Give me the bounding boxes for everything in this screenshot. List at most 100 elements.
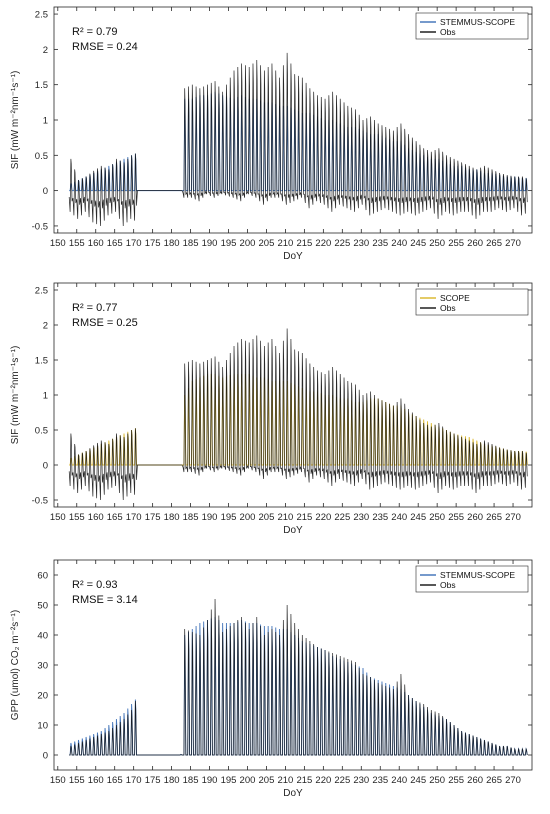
x-tick-label: 160: [88, 512, 104, 523]
y-tick-label: 1.5: [35, 356, 48, 367]
y-tick-label: 0.5: [35, 151, 48, 162]
x-tick-label: 155: [69, 775, 85, 786]
series-line-obs: [69, 598, 528, 756]
y-tick-label: -0.5: [32, 221, 48, 232]
x-tick-label: 240: [391, 238, 407, 249]
legend-label: Obs: [440, 580, 456, 590]
legend-label: SCOPE: [440, 293, 470, 303]
legend-box: [415, 565, 529, 593]
x-tick-label: 235: [372, 775, 388, 786]
y-tick-label: 30: [37, 661, 48, 672]
x-tick-label: 240: [391, 775, 407, 786]
legend-label: Obs: [440, 303, 456, 313]
x-tick-label: 235: [372, 512, 388, 523]
x-tick-label: 215: [296, 238, 312, 249]
panel-gpp-stemmus: 0 10 20 30 40 50 60 150 155 160 165 170 175 180 185 190…: [10, 559, 533, 799]
x-tick-label: 155: [69, 238, 85, 249]
rmse-annotation: RMSE = 0.24: [72, 41, 138, 53]
x-tick-label: 245: [410, 775, 426, 786]
x-tick-label: 260: [467, 775, 483, 786]
x-tick-label: 185: [183, 238, 199, 249]
x-tick-label: 205: [259, 238, 275, 249]
y-tick-label: 60: [37, 571, 48, 582]
x-tick-label: 185: [183, 512, 199, 523]
x-tick-label: 190: [202, 512, 218, 523]
x-tick-label: 175: [145, 238, 161, 249]
x-tick-label: 240: [391, 512, 407, 523]
x-tick-label: 205: [259, 512, 275, 523]
legend-box: [415, 12, 529, 40]
x-tick-label: 250: [429, 238, 445, 249]
x-tick-label: 150: [50, 775, 66, 786]
y-tick-label: 0.5: [35, 426, 48, 437]
y-tick-label: 1: [43, 116, 48, 127]
x-tick-label: 245: [410, 238, 426, 249]
x-tick-label: 215: [296, 775, 312, 786]
x-tick-label: 160: [88, 238, 104, 249]
y-tick-label: 1.5: [35, 80, 48, 91]
x-tick-label: 265: [486, 512, 502, 523]
x-tick-label: 175: [145, 512, 161, 523]
r-squared-annotation: R² = 0.93: [72, 579, 118, 591]
x-tick-label: 265: [486, 775, 502, 786]
r-squared-annotation: R² = 0.79: [72, 26, 118, 38]
x-tick-label: 210: [277, 238, 293, 249]
x-tick-label: 250: [429, 512, 445, 523]
x-tick-label: 245: [410, 512, 426, 523]
x-tick-label: 200: [240, 238, 256, 249]
x-tick-label: 165: [107, 512, 123, 523]
series-line-obs: [68, 52, 528, 226]
y-axis-label: GPP (umol) CO₂ m⁻²s⁻¹): [10, 610, 21, 720]
x-tick-label: 170: [126, 775, 142, 786]
x-tick-label: 265: [486, 238, 502, 249]
y-tick-label: 2: [43, 321, 48, 332]
x-tick-label: 260: [467, 238, 483, 249]
legend-label: STEMMUS-SCOPE: [440, 570, 515, 580]
x-tick-label: 210: [277, 512, 293, 523]
x-tick-label: 200: [240, 775, 256, 786]
x-tick-label: 180: [164, 238, 180, 249]
legend-label: Obs: [440, 27, 456, 37]
y-tick-label: 0: [43, 751, 48, 762]
x-tick-label: 230: [353, 512, 369, 523]
panel-sif-scope: -0.5 0 0.5 1 1.5 2 2.5 150 155 160 165 170 175 180 185…: [10, 282, 533, 536]
y-axis-label: SIF (mW m⁻²nm⁻¹s⁻¹): [10, 71, 21, 170]
x-tick-label: 235: [372, 238, 388, 249]
y-tick-label: 0: [43, 461, 48, 472]
x-tick-label: 160: [88, 775, 104, 786]
rmse-annotation: RMSE = 0.25: [72, 317, 138, 329]
y-tick-label: 2: [43, 45, 48, 56]
legend-label: STEMMUS-SCOPE: [440, 17, 515, 27]
x-tick-label: 215: [296, 512, 312, 523]
x-tick-label: 170: [126, 238, 142, 249]
x-tick-label: 195: [221, 775, 237, 786]
x-tick-label: 255: [448, 238, 464, 249]
x-tick-label: 200: [240, 512, 256, 523]
x-tick-label: 230: [353, 238, 369, 249]
y-axis-label: SIF (mW m⁻²nm⁻¹s⁻¹): [10, 346, 21, 445]
x-tick-label: 255: [448, 512, 464, 523]
x-tick-label: 220: [315, 775, 331, 786]
x-tick-label: 250: [429, 775, 445, 786]
x-tick-label: 190: [202, 775, 218, 786]
x-tick-label: 170: [126, 512, 142, 523]
x-tick-label: 180: [164, 512, 180, 523]
x-tick-label: 205: [259, 775, 275, 786]
x-tick-label: 195: [221, 238, 237, 249]
x-tick-label: 255: [448, 775, 464, 786]
x-tick-label: 165: [107, 238, 123, 249]
x-tick-label: 180: [164, 775, 180, 786]
y-tick-label: 20: [37, 691, 48, 702]
r-squared-annotation: R² = 0.77: [72, 302, 118, 314]
x-tick-label: 150: [50, 238, 66, 249]
y-tick-label: 40: [37, 631, 48, 642]
x-tick-label: 150: [50, 512, 66, 523]
y-tick-label: 2.5: [35, 10, 48, 21]
x-tick-label: 220: [315, 238, 331, 249]
x-tick-label: 225: [334, 512, 350, 523]
y-tick-label: 50: [37, 601, 48, 612]
panel-sif-stemmus: -0.5 0 0.5 1 1.5 2 2.5 150 155 160 165 170 175 180 185…: [10, 6, 533, 262]
y-tick-label: 2.5: [35, 286, 48, 297]
y-tick-label: 10: [37, 721, 48, 732]
